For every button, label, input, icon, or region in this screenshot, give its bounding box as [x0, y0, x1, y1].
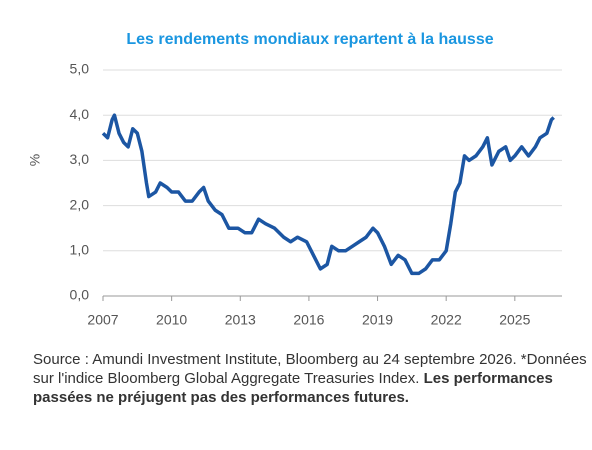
footnote: Source : Amundi Investment Institute, Bl…: [33, 350, 588, 407]
x-tick-label: 2016: [293, 312, 324, 328]
y-tick-label: 2,0: [70, 196, 90, 212]
y-axis-label: %: [27, 154, 43, 166]
line-series: [101, 113, 555, 276]
y-tick-label: 4,0: [70, 106, 90, 122]
x-tick-label: 2013: [225, 312, 256, 328]
chart-title: Les rendements mondiaux repartent à la h…: [126, 31, 493, 48]
y-tick-label: 3,0: [70, 151, 90, 167]
y-tick-label: 1,0: [70, 242, 90, 258]
footnote-bold: Les performances passées ne préjugent pa…: [33, 370, 553, 406]
x-tick-label: 2010: [156, 312, 187, 328]
x-tick-label: 2019: [362, 312, 393, 328]
footnote-text: Source : Amundi Investment Institute, Bl…: [33, 351, 587, 387]
x-tick-label: 2022: [431, 312, 462, 328]
x-tick-label: 2007: [87, 312, 118, 328]
chart: Les rendements mondiaux repartent à la h…: [27, 31, 562, 328]
y-tick-label: 0,0: [70, 287, 90, 303]
x-tick-label: 2025: [499, 312, 530, 328]
y-tick-label: 5,0: [70, 61, 90, 77]
